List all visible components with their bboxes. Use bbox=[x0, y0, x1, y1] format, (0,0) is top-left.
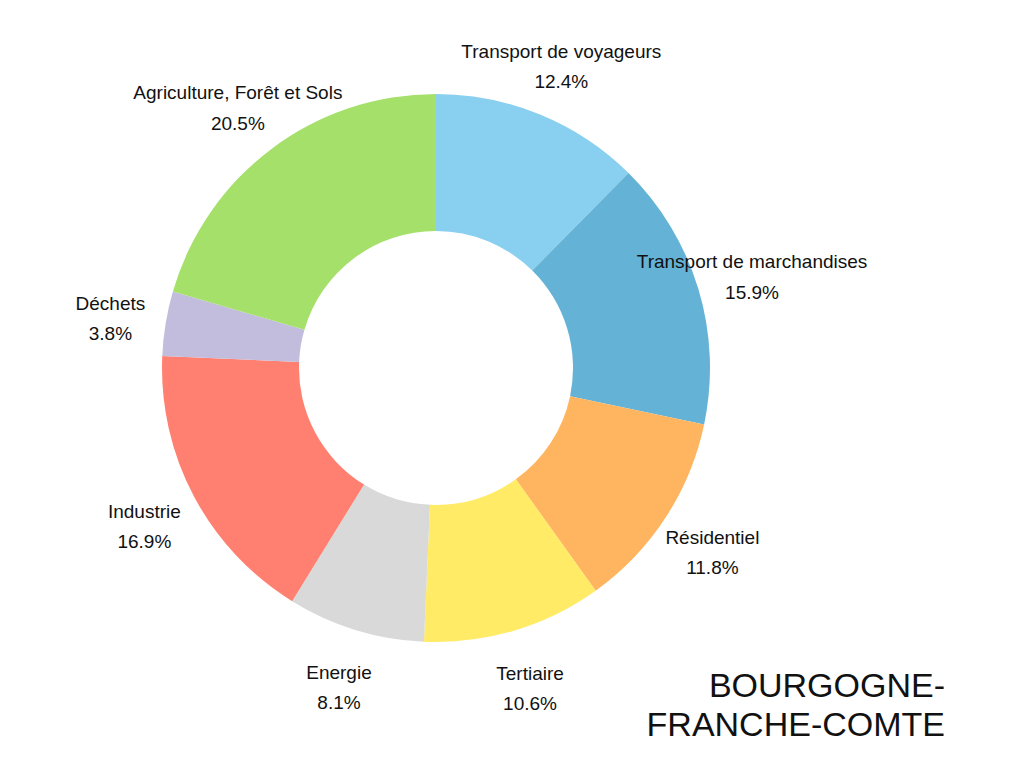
value-label: 10.6% bbox=[503, 693, 557, 714]
slice-label: Transport de voyageurs 12.4% bbox=[461, 41, 661, 92]
slice-label: Résidentiel 11.8% bbox=[665, 527, 759, 578]
slice bbox=[532, 173, 710, 424]
category-label: Tertiaire bbox=[496, 663, 564, 684]
value-label: 20.5% bbox=[211, 113, 265, 134]
title-line: FRANCHE-COMTE bbox=[647, 705, 945, 743]
chart: Transport de voyageurs12.4%Transport de … bbox=[0, 0, 1024, 768]
category-label: Energie bbox=[306, 662, 372, 683]
value-label: 3.8% bbox=[89, 323, 132, 344]
slices bbox=[162, 94, 710, 642]
slice-label: Energie 8.1% bbox=[306, 662, 372, 713]
category-label: Déchets bbox=[76, 293, 146, 314]
value-label: 12.4% bbox=[534, 71, 588, 92]
category-label: Industrie bbox=[108, 501, 181, 522]
slice-label: Transport de marchandises 15.9% bbox=[637, 251, 868, 302]
value-label: 8.1% bbox=[317, 692, 360, 713]
plot: Transport de voyageurs12.4%Transport de … bbox=[76, 41, 868, 714]
value-label: 16.9% bbox=[117, 531, 171, 552]
slice bbox=[173, 94, 436, 330]
category-label: Résidentiel bbox=[665, 527, 759, 548]
slice-label: Industrie 16.9% bbox=[108, 501, 181, 552]
value-label: 11.8% bbox=[686, 557, 739, 578]
category-label: Agriculture, Forêt et Sols bbox=[133, 82, 342, 103]
title-line: BOURGOGNE- bbox=[709, 666, 945, 704]
title: BOURGOGNE-FRANCHE-COMTE bbox=[647, 666, 945, 743]
value-label: 15.9% bbox=[725, 282, 779, 303]
slice-label: Tertiaire 10.6% bbox=[496, 663, 564, 714]
slice-label: Déchets 3.8% bbox=[76, 293, 146, 344]
category-label: Transport de marchandises bbox=[637, 251, 868, 272]
slice bbox=[424, 479, 596, 642]
category-label: Transport de voyageurs bbox=[461, 41, 661, 62]
slice bbox=[162, 356, 364, 601]
labels: Transport de voyageurs12.4%Transport de … bbox=[76, 41, 868, 714]
slice-label: Agriculture, Forêt et Sols 20.5% bbox=[133, 82, 342, 133]
